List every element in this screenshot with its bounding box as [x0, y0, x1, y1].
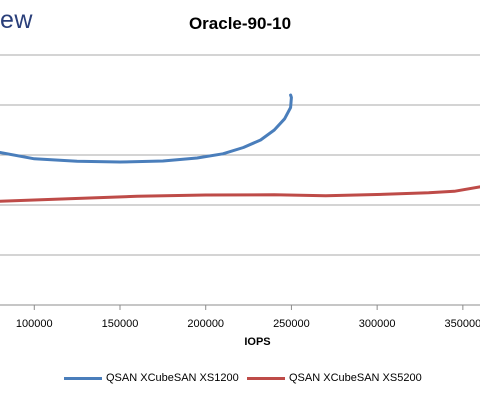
legend-label-xs1200: QSAN XCubeSAN XS1200	[106, 372, 239, 384]
x-tick-label: 150000	[102, 318, 139, 330]
legend-item-xs5200: QSAN XCubeSAN XS5200	[247, 372, 422, 384]
x-tick-label: 100000	[16, 318, 53, 330]
legend: QSAN XCubeSAN XS1200 QSAN XCubeSAN XS520…	[0, 372, 480, 388]
series-line-xs1200	[0, 93, 293, 164]
series-line-xs5200	[0, 185, 480, 203]
x-tick-label: 200000	[187, 318, 224, 330]
logo-fragment: ew	[0, 6, 33, 34]
legend-item-xs1200: QSAN XCubeSAN XS1200	[64, 372, 239, 384]
chart-title: Oracle-90-10	[188, 14, 292, 33]
x-tick-label: 300000	[359, 318, 396, 330]
x-axis-label: IOPS	[244, 336, 271, 348]
x-tick-label: 250000	[273, 318, 310, 330]
legend-label-xs5200: QSAN XCubeSAN XS5200	[289, 372, 422, 384]
legend-swatch-xs1200	[64, 376, 102, 380]
legend-swatch-xs5200	[247, 376, 285, 380]
x-tick-label: 350000	[444, 318, 480, 330]
